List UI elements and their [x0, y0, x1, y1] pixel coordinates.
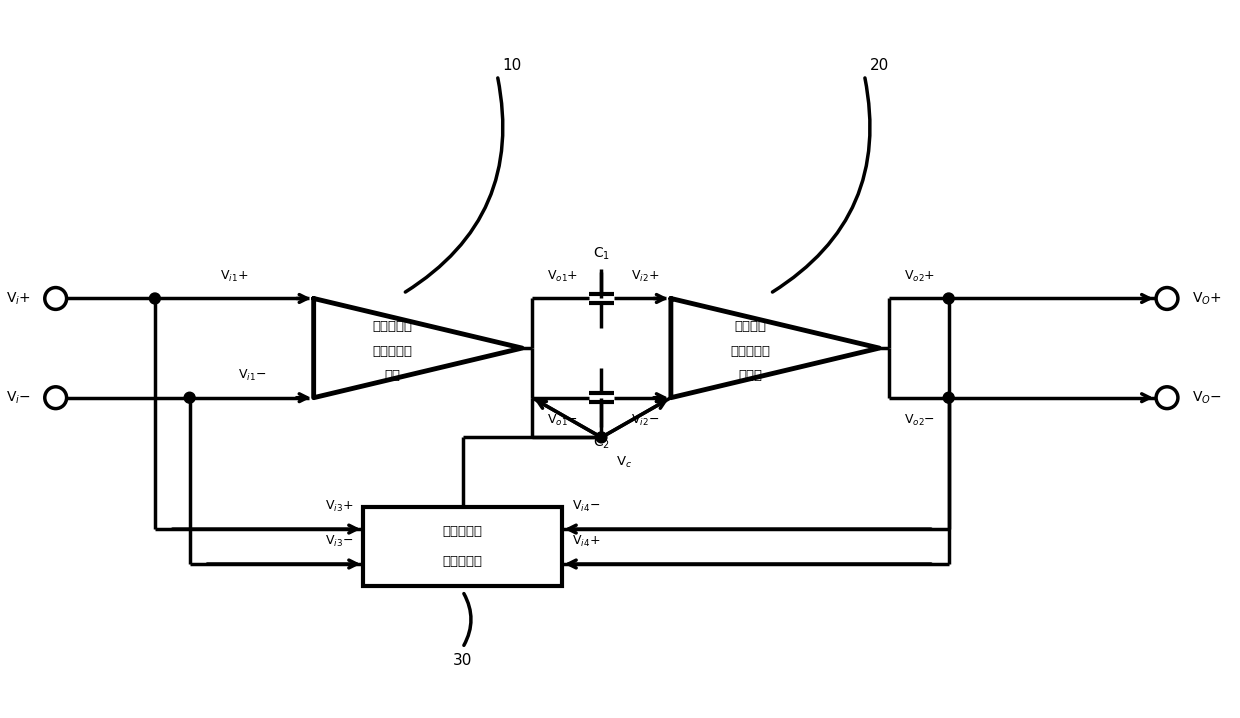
- Text: 30: 30: [453, 653, 472, 668]
- Bar: [363, 507, 562, 586]
- Text: V$_{o2}$−: V$_{o2}$−: [904, 413, 935, 428]
- Text: V$_{i4}$+: V$_{i4}$+: [572, 534, 600, 549]
- Circle shape: [596, 432, 606, 443]
- Text: 电路: 电路: [384, 369, 401, 383]
- Text: V$_{i1}$−: V$_{i1}$−: [238, 368, 265, 383]
- Text: 馈检测电路: 馈检测电路: [443, 555, 482, 568]
- Text: V$_{o1}$+: V$_{o1}$+: [547, 269, 578, 284]
- Circle shape: [185, 392, 195, 403]
- Text: 变增益放大: 变增益放大: [730, 345, 770, 358]
- Text: C$_2$: C$_2$: [593, 434, 610, 451]
- Circle shape: [944, 293, 954, 304]
- Text: V$_c$: V$_c$: [616, 455, 632, 470]
- Text: V$_{i2}$−: V$_{i2}$−: [631, 413, 660, 428]
- Text: 器电路: 器电路: [738, 369, 763, 383]
- Text: V$_{i2}$+: V$_{i2}$+: [631, 269, 660, 284]
- Text: V$_{o2}$+: V$_{o2}$+: [904, 269, 935, 284]
- Circle shape: [150, 293, 160, 304]
- Text: C$_1$: C$_1$: [593, 246, 610, 262]
- Text: V$_{i1}$+: V$_{i1}$+: [221, 269, 248, 284]
- Text: V$_i$+: V$_i$+: [6, 290, 31, 307]
- Text: 10: 10: [502, 57, 522, 73]
- Text: V$_{o1}$−: V$_{o1}$−: [547, 413, 578, 428]
- Text: V$_O$−: V$_O$−: [1192, 389, 1221, 406]
- Text: V$_{i3}$+: V$_{i3}$+: [325, 499, 353, 514]
- Text: 20: 20: [869, 57, 889, 73]
- Text: 第一级可变: 第一级可变: [373, 320, 413, 332]
- Text: V$_i$−: V$_i$−: [6, 389, 31, 406]
- Text: 增益放大器: 增益放大器: [373, 345, 413, 358]
- Text: V$_O$+: V$_O$+: [1192, 290, 1221, 307]
- Text: 均方根负反: 均方根负反: [443, 525, 482, 538]
- Text: V$_{i3}$−: V$_{i3}$−: [325, 534, 353, 549]
- Text: 第二级可: 第二级可: [734, 320, 766, 332]
- Circle shape: [944, 392, 954, 403]
- Text: V$_{i4}$−: V$_{i4}$−: [572, 499, 600, 514]
